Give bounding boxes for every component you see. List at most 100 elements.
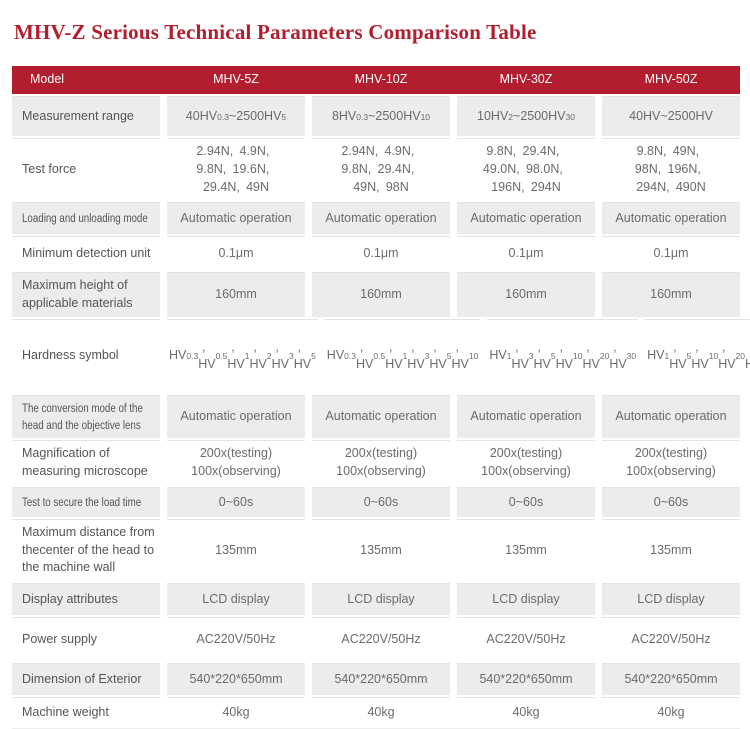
cell-value: 135mm xyxy=(602,518,740,582)
table-row: Maximum height of applicable materials 16… xyxy=(12,272,740,317)
page-title: MHV-Z Serious Technical Parameters Compa… xyxy=(14,20,537,44)
cell-value: 135mm xyxy=(457,518,595,582)
cell-value: 2.94N, 4.9N, 9.8N, 29.4N, 49N, 98N xyxy=(312,138,450,201)
row-label: Magnification of measuring microscope xyxy=(12,440,160,485)
comparison-table: Model MHV-5Z MHV-10Z MHV-30Z MHV-50Z Mea… xyxy=(12,66,750,729)
cell-value: Automatic operation xyxy=(457,394,595,439)
cell-value: AC220V/50Hz xyxy=(167,617,305,662)
cell-value: AC220V/50Hz xyxy=(457,617,595,662)
cell-value: 200x(testing) 100x(observing) xyxy=(602,440,740,485)
cell-value: 40HV 0.3 ~2500HV 5 xyxy=(167,96,305,136)
table-row: Minimum detection unit 0.1μm 0.1μm 0.1μm 0.1… xyxy=(12,236,740,271)
row-label-text: Dimension of Exterior xyxy=(22,671,142,686)
row-label-text: Machine weight xyxy=(22,705,109,720)
table-header-row: Model MHV-5Z MHV-10Z MHV-30Z MHV-50Z xyxy=(12,66,740,94)
cell-value: 0~60s xyxy=(167,486,305,517)
cell-value: 0.1μm xyxy=(167,236,305,271)
row-label: Loading and unloading mode xyxy=(12,202,160,235)
cell-value: 200x(testing) 100x(observing) xyxy=(312,440,450,485)
cell-value: 0.1μm xyxy=(602,236,740,271)
row-label: Measurement range xyxy=(12,96,160,136)
cell-value: 40kg xyxy=(457,697,595,729)
row-label-text: Test force xyxy=(22,161,77,176)
cell-value: 10HV 2 ~2500HV 30 xyxy=(457,96,595,136)
table-row: The conversion mode of the head and the … xyxy=(12,394,740,439)
table-row: Dimension of Exterior 540*220*650mm 540*22… xyxy=(12,663,740,696)
table-row: Loading and unloading mode Automatic oper… xyxy=(12,202,740,235)
cell-value: HV 0.3, HV 0.5, HV 1, HV 3, HV 5, HV 10 xyxy=(324,318,481,393)
row-label: Display attributes xyxy=(12,583,160,616)
cell-value: 200x(testing) 100x(observing) xyxy=(457,440,595,485)
cell-value: 135mm xyxy=(167,518,305,582)
cell-value: 540*220*650mm xyxy=(312,663,450,696)
header-col-mhv-5z: MHV-5Z xyxy=(213,72,259,87)
row-label-text: Display attributes xyxy=(22,591,118,606)
header-col-mhv-30z: MHV-30Z xyxy=(499,72,553,87)
cell-value: 0~60s xyxy=(312,486,450,517)
row-label: Maximum distance from thecenter of the h… xyxy=(12,518,160,582)
cell-value: 8HV 0.3 ~2500HV 10 xyxy=(312,96,450,136)
cell-value: 160mm xyxy=(602,272,740,317)
row-label-text: Test to secure the load time xyxy=(22,494,142,509)
row-label: The conversion mode of the head and the … xyxy=(12,394,160,439)
cell-value: HV 1, HV 3, HV 5, HV 10, HV 20, HV 30 xyxy=(487,318,639,393)
cell-value: Automatic operation xyxy=(167,202,305,235)
cell-value: 2.94N, 4.9N, 9.8N, 19.6N, 29.4N, 49N xyxy=(167,138,305,201)
row-label: Dimension of Exterior xyxy=(12,663,160,696)
row-label-text: Measurement range xyxy=(22,108,134,123)
cell-value: 160mm xyxy=(457,272,595,317)
row-label: Minimum detection unit xyxy=(12,236,160,271)
table-row: Test force 2.94N, 4.9N, 9.8N, 19.6N, 29.4… xyxy=(12,138,740,201)
cell-value: 0~60s xyxy=(602,486,740,517)
cell-value: 540*220*650mm xyxy=(457,663,595,696)
row-label-text: Maximum distance from thecenter of the h… xyxy=(22,524,155,575)
cell-value: 0~60s xyxy=(457,486,595,517)
cell-value: LCD display xyxy=(167,583,305,616)
cell-value: 0.1μm xyxy=(312,236,450,271)
row-label-text: The conversion mode of the head and the … xyxy=(22,400,143,433)
cell-value: AC220V/50Hz xyxy=(312,617,450,662)
cell-value: Automatic operation xyxy=(457,202,595,235)
header-col-mhv-10z: MHV-10Z xyxy=(354,72,408,87)
table-row: Test to secure the load time 0~60s 0~60s 0~… xyxy=(12,486,740,517)
header-col-mhv-50z: MHV-50Z xyxy=(644,72,698,87)
cell-value: Automatic operation xyxy=(602,202,740,235)
row-label: Power supply xyxy=(12,617,160,662)
cell-value: 40HV~2500HV xyxy=(602,96,740,136)
cell-value: 40kg xyxy=(167,697,305,729)
cell-value: 160mm xyxy=(167,272,305,317)
cell-value: 0.1μm xyxy=(457,236,595,271)
row-label-text: Magnification of measuring microscope xyxy=(22,446,148,479)
row-label: Hardness symbol xyxy=(12,318,160,393)
cell-value: LCD display xyxy=(312,583,450,616)
row-label-text: Maximum height of applicable materials xyxy=(22,278,133,310)
table-row: Hardness symbol HV 0.3, HV 0.5, HV 1, HV 2, H… xyxy=(12,318,750,393)
page: MHV-Z Serious Technical Parameters Compa… xyxy=(12,20,750,729)
cell-value: LCD display xyxy=(602,583,740,616)
cell-value: 135mm xyxy=(312,518,450,582)
table-row: Display attributes LCD display LCD display… xyxy=(12,583,740,616)
row-label: Maximum height of applicable materials xyxy=(12,272,160,317)
table-row: Maximum distance from thecenter of the h… xyxy=(12,518,740,582)
cell-value: Automatic operation xyxy=(167,394,305,439)
cell-value: 540*220*650mm xyxy=(167,663,305,696)
row-label-text: Power supply xyxy=(22,631,98,646)
header-model-label: Model xyxy=(30,72,65,87)
cell-value: 200x(testing) 100x(observing) xyxy=(167,440,305,485)
row-label-text: Minimum detection unit xyxy=(22,245,151,260)
row-label-text: Hardness symbol xyxy=(22,348,119,363)
cell-value: 40kg xyxy=(602,697,740,729)
cell-value: Automatic operation xyxy=(602,394,740,439)
row-label-text: Loading and unloading mode xyxy=(22,211,148,226)
cell-value: Automatic operation xyxy=(312,202,450,235)
cell-value: 9.8N, 49N, 98N, 196N, 294N, 490N xyxy=(602,138,740,201)
cell-value: 40kg xyxy=(312,697,450,729)
table-row: Power supply AC220V/50Hz AC220V/50Hz AC220V… xyxy=(12,617,740,662)
table-row: Measurement range 40HV 0.3 ~2500HV 5 8HV 0.3 ~2… xyxy=(12,96,740,136)
table-body: Measurement range 40HV 0.3 ~2500HV 5 8HV 0.3 ~2… xyxy=(12,96,750,729)
row-label: Test force xyxy=(12,138,160,201)
table-row: Machine weight 40kg 40kg 40kg 40kg xyxy=(12,697,740,729)
cell-value: 540*220*650mm xyxy=(602,663,740,696)
cell-value: HV 0.3, HV 0.5, HV 1, HV 2, HV 3, HV 5 xyxy=(167,318,318,393)
